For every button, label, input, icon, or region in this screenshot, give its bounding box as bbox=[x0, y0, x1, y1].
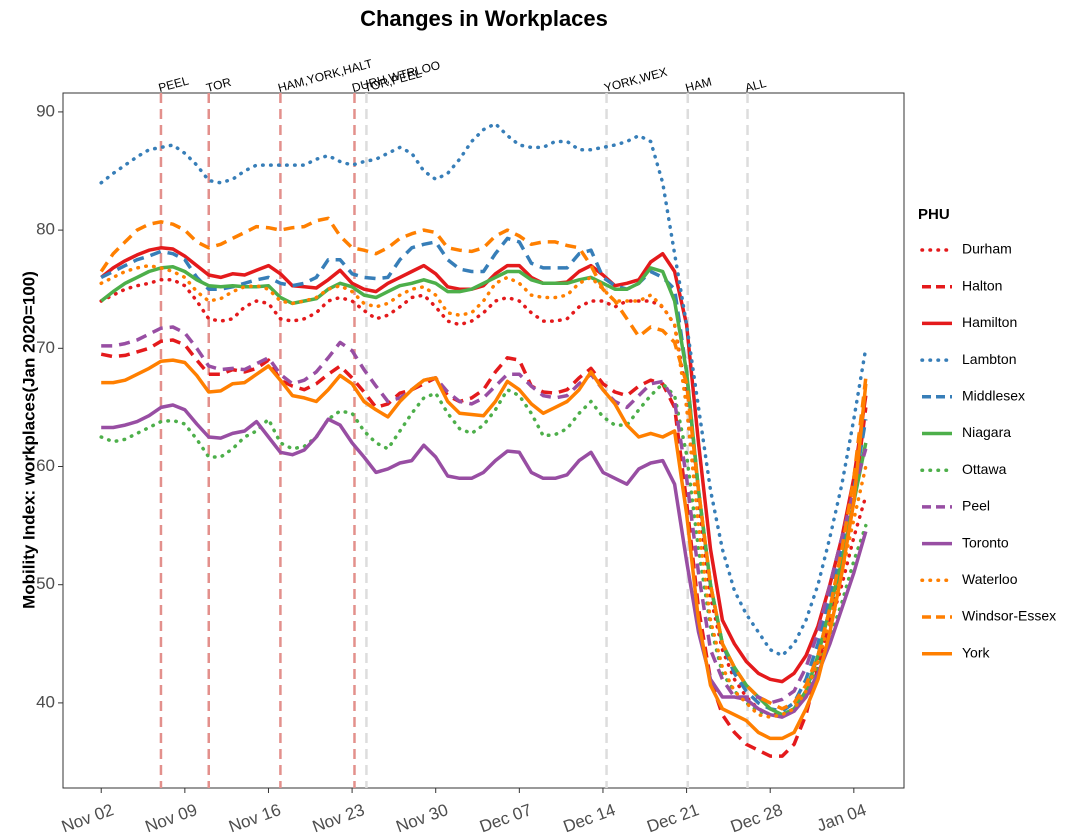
series-line bbox=[101, 358, 868, 741]
x-tick-label: Nov 02 bbox=[59, 800, 116, 835]
y-tick-label: 40 bbox=[36, 692, 55, 711]
y-tick-label: 70 bbox=[36, 338, 55, 357]
legend-label: Ottawa bbox=[962, 461, 1007, 477]
series-line bbox=[99, 121, 868, 658]
x-tick-label: Dec 28 bbox=[728, 800, 785, 835]
x-tick-label: Dec 21 bbox=[644, 800, 701, 835]
legend-label: Lambton bbox=[962, 351, 1016, 367]
legend-label: Hamilton bbox=[962, 314, 1017, 330]
y-tick-label: 80 bbox=[36, 220, 55, 239]
y-tick-label: 60 bbox=[36, 456, 55, 475]
x-tick-label: Jan 04 bbox=[814, 800, 868, 835]
x-tick-label: Dec 14 bbox=[561, 800, 618, 835]
series-line bbox=[100, 246, 868, 684]
x-tick-label: Nov 23 bbox=[310, 800, 367, 835]
legend-label: Peel bbox=[962, 498, 990, 514]
series-line bbox=[101, 403, 868, 719]
y-tick-label: 90 bbox=[36, 101, 55, 120]
y-tick-label: 50 bbox=[36, 574, 55, 593]
legend-label: Halton bbox=[962, 277, 1002, 293]
legend-label: Toronto bbox=[962, 534, 1009, 550]
y-axis-label: Mobility Index: workplaces(Jan 2020=100) bbox=[19, 271, 38, 609]
x-tick-label: Nov 30 bbox=[393, 800, 450, 835]
x-tick-label: Nov 16 bbox=[226, 800, 283, 835]
legend-label: Middlesex bbox=[962, 388, 1025, 404]
series-line bbox=[99, 263, 868, 719]
legend-label: Niagara bbox=[962, 424, 1011, 440]
series-line bbox=[99, 278, 868, 717]
series-line bbox=[99, 216, 868, 711]
series-line bbox=[99, 382, 868, 717]
legend-title: PHU bbox=[918, 206, 950, 223]
legend-label: Waterloo bbox=[962, 571, 1018, 587]
legend-label: Windsor-Essex bbox=[962, 608, 1056, 624]
chart-title: Changes in Workplaces bbox=[360, 6, 608, 31]
event-label: HAM bbox=[684, 75, 713, 95]
event-label: YORK,WEX bbox=[603, 65, 669, 95]
event-label: PEEL bbox=[157, 73, 191, 95]
event-label: ALL bbox=[743, 76, 768, 95]
x-tick-label: Dec 07 bbox=[477, 800, 534, 835]
series-line bbox=[100, 338, 868, 758]
plot-area bbox=[62, 92, 905, 789]
x-tick-label: Nov 09 bbox=[143, 800, 200, 835]
legend-label: York bbox=[962, 644, 991, 660]
legend-label: Durham bbox=[962, 241, 1012, 257]
event-label: TOR bbox=[205, 75, 233, 95]
